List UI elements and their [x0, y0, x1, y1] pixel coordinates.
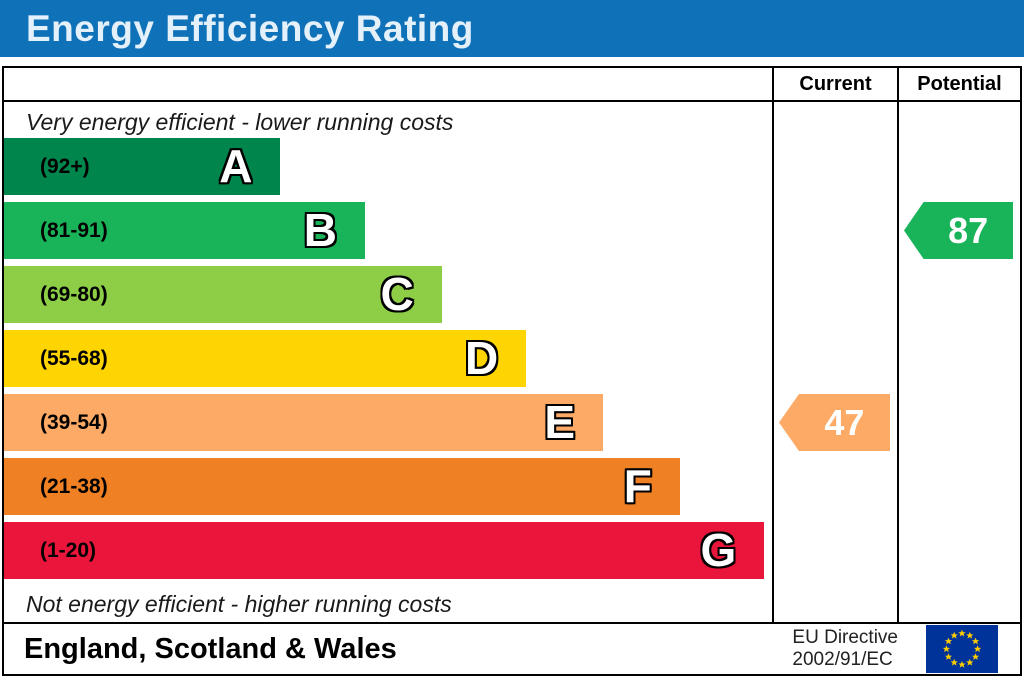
page-title: Energy Efficiency Rating [26, 7, 474, 49]
band-letter: B [303, 204, 337, 256]
chart-header-row: Current Potential [4, 68, 1020, 102]
rating-chart: Current Potential Very energy efficient … [2, 66, 1022, 676]
potential-rating-arrow: 87 [904, 202, 1013, 259]
band-row-b: (81-91) B [4, 202, 365, 259]
eu-directive-line1: EU Directive [792, 627, 898, 649]
eu-directive-label: EU Directive 2002/91/EC [792, 627, 898, 671]
current-column-header: Current [772, 68, 897, 100]
band-row-c: (69-80) C [4, 266, 442, 323]
header-spacer [4, 68, 772, 100]
band-range-label: (92+) [40, 154, 90, 178]
eu-directive-line2: 2002/91/EC [792, 649, 893, 670]
current-rating-arrow: 47 [779, 394, 890, 451]
eu-flag-icon [912, 625, 1012, 673]
band-range-label: (69-80) [40, 282, 108, 306]
current-rating-value: 47 [824, 401, 865, 443]
band-range-label: (21-38) [40, 474, 108, 498]
band-row-e: (39-54) E [4, 394, 604, 451]
chart-body: Very energy efficient - lower running co… [4, 102, 1020, 622]
band-row-d: (55-68) D [4, 330, 527, 387]
band-range-label: (55-68) [40, 346, 108, 370]
band-letter: A [219, 140, 253, 192]
note-very-efficient: Very energy efficient - lower running co… [26, 109, 454, 135]
current-rating-column: 47 [772, 102, 897, 622]
band-range-label: (1-20) [40, 538, 97, 562]
band-letter: D [465, 332, 499, 384]
band-range-label: (81-91) [40, 218, 108, 242]
band-letter: E [544, 396, 576, 448]
band-range-label: (39-54) [40, 410, 108, 434]
band-letter: F [623, 460, 652, 512]
band-row-g: (1-20) G [4, 522, 765, 579]
footer-region-label: England, Scotland & Wales [24, 632, 397, 665]
note-not-efficient: Not energy efficient - higher running co… [26, 591, 452, 617]
title-bar: Energy Efficiency Rating [0, 0, 1024, 57]
potential-column-header: Potential [897, 68, 1020, 100]
band-row-a: (92+) A [4, 138, 281, 195]
potential-rating-column: 87 [897, 102, 1020, 622]
band-letter: G [700, 524, 737, 576]
potential-rating-value: 87 [948, 209, 989, 251]
bands-area: Very energy efficient - lower running co… [4, 102, 772, 622]
band-row-f: (21-38) F [4, 458, 680, 515]
band-list: (92+) A (81-91) B (69-80) C (55-68) D [4, 138, 772, 579]
chart-footer: England, Scotland & Wales EU Directive 2… [4, 622, 1020, 674]
band-letter: C [380, 268, 414, 320]
